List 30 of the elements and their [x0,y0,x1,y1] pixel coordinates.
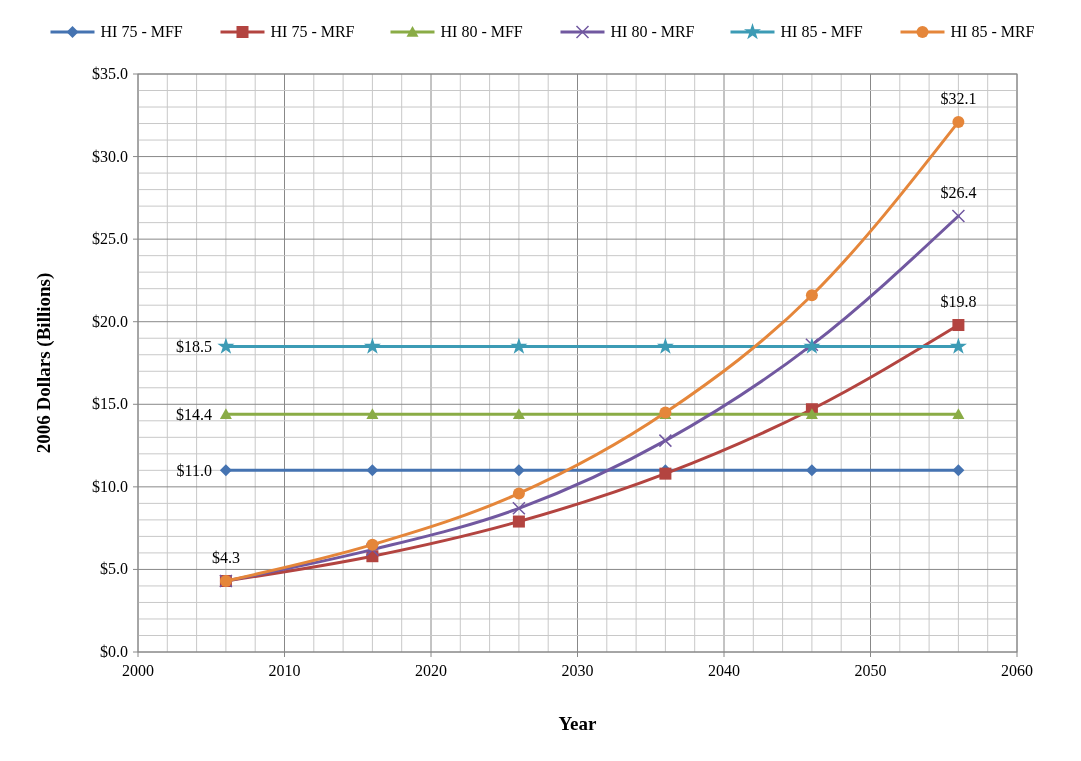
y-tick-label: $20.0 [92,312,128,330]
x-tick-label: 2050 [854,662,887,679]
legend-label: HI 80 - MRF [610,23,695,40]
y-tick-label: $15.0 [92,395,128,413]
y-tick-label: $5.0 [100,560,128,578]
y-axis-title: 2006 Dollars (Billions) [33,272,55,454]
data-label: $32.1 [940,89,977,107]
y-tick-label: $35.0 [92,65,128,82]
legend-label: HI 80 - MFF [440,23,523,40]
legend-label: HI 85 - MRF [950,23,1035,40]
data-label: $18.5 [175,338,212,356]
x-axis-title: Year [558,713,598,734]
legend-label: HI 85 - MFF [780,23,863,40]
x-tick-label: 2010 [268,662,301,679]
data-label: $14.4 [175,406,212,424]
data-label: $26.4 [940,184,977,202]
data-label: $11.0 [176,462,212,480]
x-tick-label: 2000 [122,662,154,679]
y-tick-label: $30.0 [92,147,128,165]
x-tick-label: 2020 [415,662,447,679]
x-tick-label: 2030 [561,662,594,679]
legend-label: HI 75 - MFF [100,23,183,40]
y-tick-label: $10.0 [92,477,128,495]
y-tick-label: $25.0 [92,230,128,248]
y-tick-label: $0.0 [100,643,128,660]
data-label: $4.3 [211,548,240,566]
legend-label: HI 75 - MRF [270,23,355,40]
x-tick-label: 2040 [708,662,740,679]
data-label: $19.8 [940,293,977,311]
x-tick-label: 2060 [1001,662,1033,679]
